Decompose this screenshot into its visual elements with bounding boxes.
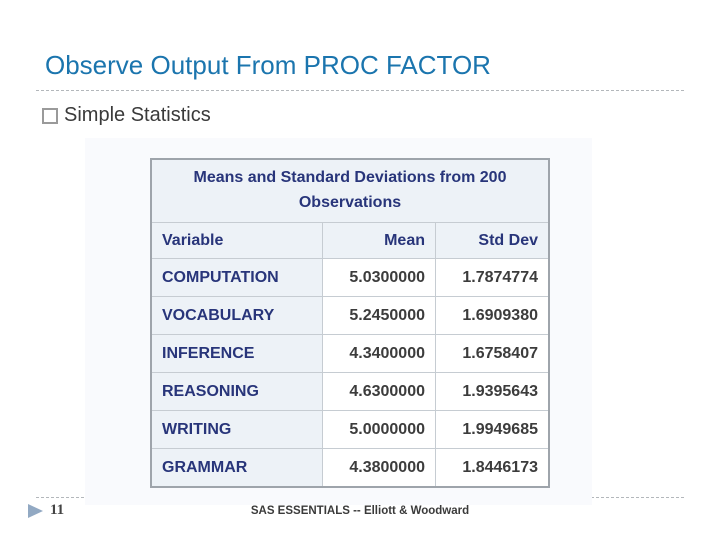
std-dev-cell: 1.9949685 <box>435 410 550 449</box>
col-header-variable: Variable <box>150 222 323 259</box>
page-title: Observe Output From PROC FACTOR <box>45 50 491 80</box>
bullet-label: Simple Statistics <box>64 104 211 126</box>
std-dev-cell: 1.9395643 <box>435 372 550 411</box>
title-divider-line <box>36 90 684 91</box>
bullet-item: Simple Statistics <box>42 104 211 127</box>
table-row: GRAMMAR 4.3800000 1.8446173 <box>150 448 550 488</box>
variable-cell: REASONING <box>150 372 323 411</box>
table-row: REASONING 4.6300000 1.9395643 <box>150 372 550 411</box>
std-dev-cell: 1.6758407 <box>435 334 550 373</box>
mean-cell: 4.3400000 <box>322 334 436 373</box>
table-row: COMPUTATION 5.0300000 1.7874774 <box>150 258 550 297</box>
table-row: VOCABULARY 5.2450000 1.6909380 <box>150 296 550 335</box>
mean-cell: 4.3800000 <box>322 448 436 488</box>
page-number-arrow-icon <box>28 504 43 518</box>
col-header-std-dev: Std Dev <box>435 222 550 259</box>
square-bullet-icon <box>42 107 58 124</box>
variable-cell: VOCABULARY <box>150 296 323 335</box>
std-dev-cell: 1.7874774 <box>435 258 550 297</box>
std-dev-cell: 1.8446173 <box>435 448 550 488</box>
table-caption: Means and Standard Deviations from 200 O… <box>150 158 550 223</box>
mean-cell: 5.2450000 <box>322 296 436 335</box>
mean-cell: 4.6300000 <box>322 372 436 411</box>
variable-cell: INFERENCE <box>150 334 323 373</box>
mean-cell: 5.0000000 <box>322 410 436 449</box>
table-row: INFERENCE 4.3400000 1.6758407 <box>150 334 550 373</box>
table-row: WRITING 5.0000000 1.9949685 <box>150 410 550 449</box>
std-dev-cell: 1.6909380 <box>435 296 550 335</box>
variable-cell: COMPUTATION <box>150 258 323 297</box>
page-number: 11 <box>50 502 65 518</box>
sas-output-image: Means and Standard Deviations from 200 O… <box>85 138 592 505</box>
footer-text: SAS ESSENTIALS -- Elliott & Woodward <box>250 505 470 517</box>
variable-cell: WRITING <box>150 410 323 449</box>
stats-table: Means and Standard Deviations from 200 O… <box>150 158 550 488</box>
col-header-mean: Mean <box>322 222 436 259</box>
variable-cell: GRAMMAR <box>150 448 323 488</box>
table-caption-row: Means and Standard Deviations from 200 O… <box>150 158 550 223</box>
table-header-row: Variable Mean Std Dev <box>150 222 550 259</box>
mean-cell: 5.0300000 <box>322 258 436 297</box>
